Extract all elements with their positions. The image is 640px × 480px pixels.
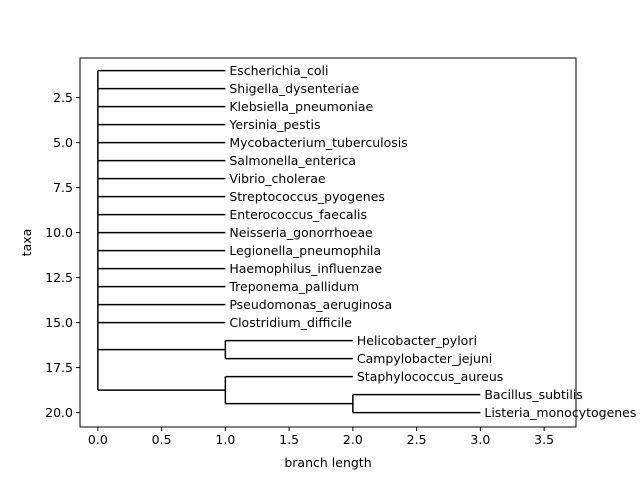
y-axis-ticks: 2.5 5.0 7.5 10.0 12.5 15.0 17.5 20.0: [45, 90, 80, 420]
x-tick-label: 2.0: [343, 432, 363, 447]
leaf-label: Streptococcus_pyogenes: [229, 189, 385, 204]
x-tick-label: 0.5: [152, 432, 172, 447]
leaf-label: Helicobacter_pylori: [357, 333, 477, 348]
leaf-label: Shigella_dysenteriae: [229, 81, 359, 96]
y-tick-label: 10.0: [45, 225, 73, 240]
leaf-label: Escherichia_coli: [229, 63, 328, 78]
x-tick-label: 0.0: [88, 432, 108, 447]
y-tick-label: 7.5: [53, 180, 73, 195]
leaf-label: Staphylococcus_aureus: [357, 369, 503, 384]
leaf-label: Neisseria_gonorrhoeae: [229, 225, 373, 240]
x-axis-label: branch length: [284, 455, 371, 470]
axes-frame: [79, 57, 577, 428]
leaf-label: Clostridium_difficile: [229, 315, 352, 330]
leaf-label: Haemophilus_influenzae: [229, 261, 382, 276]
leaf-label: Klebsiella_pneumoniae: [229, 99, 373, 114]
leaf-label: Legionella_pneumophila: [229, 243, 381, 258]
leaf-labels: Escherichia_coli Shigella_dysenteriae Kl…: [228, 63, 636, 420]
y-tick-label: 5.0: [53, 135, 73, 150]
leaf-label: Mycobacterium_tuberculosis: [229, 135, 407, 150]
leaf-label: Pseudomonas_aeruginosa: [229, 297, 392, 312]
y-tick-label: 12.5: [45, 270, 73, 285]
leaf-label: Treponema_pallidum: [228, 279, 359, 294]
leaf-label: Enterococcus_faecalis: [229, 207, 367, 222]
x-tick-label: 3.5: [534, 432, 554, 447]
x-tick-label: 1.5: [279, 432, 299, 447]
leaf-label: Campylobacter_jejuni: [357, 351, 492, 366]
y-axis-label: taxa: [19, 229, 34, 257]
leaf-label: Bacillus_subtilis: [484, 387, 582, 402]
leaf-label: Vibrio_cholerae: [229, 171, 326, 186]
leaf-label: Salmonella_enterica: [229, 153, 356, 168]
tree-branches: [97, 69, 481, 414]
y-tick-label: 15.0: [45, 315, 73, 330]
x-axis-ticks: 0.0 0.5 1.0 1.5 2.0 2.5 3.0 3.5: [88, 427, 554, 447]
x-tick-label: 1.0: [215, 432, 235, 447]
leaf-label: Yersinia_pestis: [228, 117, 320, 132]
y-tick-label: 2.5: [53, 90, 73, 105]
x-tick-label: 2.5: [407, 432, 427, 447]
y-tick-label: 20.0: [45, 405, 73, 420]
x-tick-label: 3.0: [470, 432, 490, 447]
y-tick-label: 17.5: [45, 360, 73, 375]
leaf-label: Listeria_monocytogenes: [484, 405, 636, 420]
